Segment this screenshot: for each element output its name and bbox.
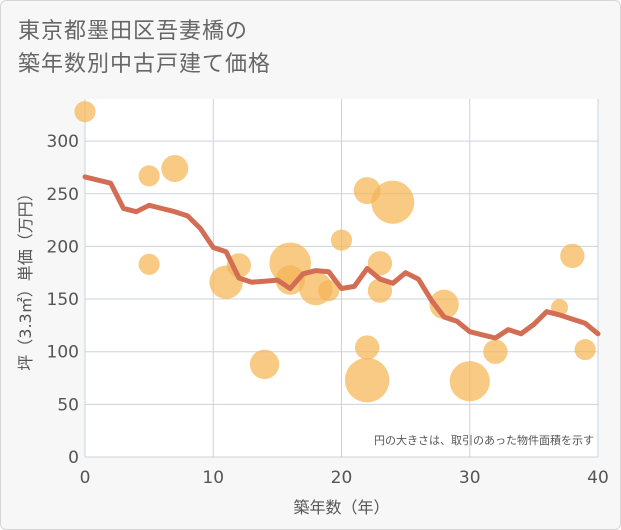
y-tick-label: 50 [57, 395, 79, 415]
x-tick-label: 10 [202, 468, 224, 488]
bubble-point [367, 251, 393, 276]
bubble-point [330, 229, 353, 251]
bubble-point [138, 165, 160, 187]
x-tick-label: 30 [459, 468, 481, 488]
bubble-point [429, 289, 459, 320]
bubble-point [449, 361, 490, 402]
y-tick-label: 0 [68, 448, 79, 468]
chart-title-line-1: 東京都墨田区吾妻橋の [18, 19, 249, 44]
x-tick-label: 40 [587, 468, 609, 488]
y-tick-label: 300 [47, 132, 79, 152]
bubble-point [318, 280, 340, 302]
bubble-point [574, 339, 596, 361]
bubble-point [138, 253, 160, 275]
y-tick-label: 250 [47, 185, 79, 205]
y-tick-label: 200 [47, 237, 79, 257]
x-tick-label: 0 [80, 468, 91, 488]
chart-title-line-2: 築年数別中古戸建て価格 [18, 52, 272, 77]
y-axis-title: 坪（3.3㎡）単価（万円） [16, 185, 35, 370]
y-tick-label: 100 [47, 343, 79, 363]
bubble-point [161, 154, 189, 182]
bubble-point [275, 265, 305, 295]
bubble-point [483, 339, 508, 364]
bubble-point [371, 180, 415, 224]
bubble-point [560, 243, 585, 269]
x-axis-title: 築年数（年） [293, 498, 389, 517]
y-tick-label: 150 [47, 290, 79, 310]
chart-title: 東京都墨田区吾妻橋の 築年数別中古戸建て価格 [18, 15, 271, 81]
bubble-point [226, 253, 252, 278]
x-tick-labels: 0 10 20 30 40 [80, 468, 609, 488]
size-legend-note: 円の大きさは、取引のあった物件面積を示す [374, 433, 594, 447]
y-tick-labels: 0 50 100 150 200 250 300 [47, 132, 79, 468]
x-tick-label: 20 [331, 468, 353, 488]
bubble-point [249, 349, 280, 380]
bubble-layer [74, 101, 596, 403]
bubble-point [74, 101, 96, 123]
bubble-point [354, 335, 380, 360]
bubble-point [344, 357, 390, 403]
bubble-point [367, 278, 393, 303]
trend-line [82, 174, 601, 341]
